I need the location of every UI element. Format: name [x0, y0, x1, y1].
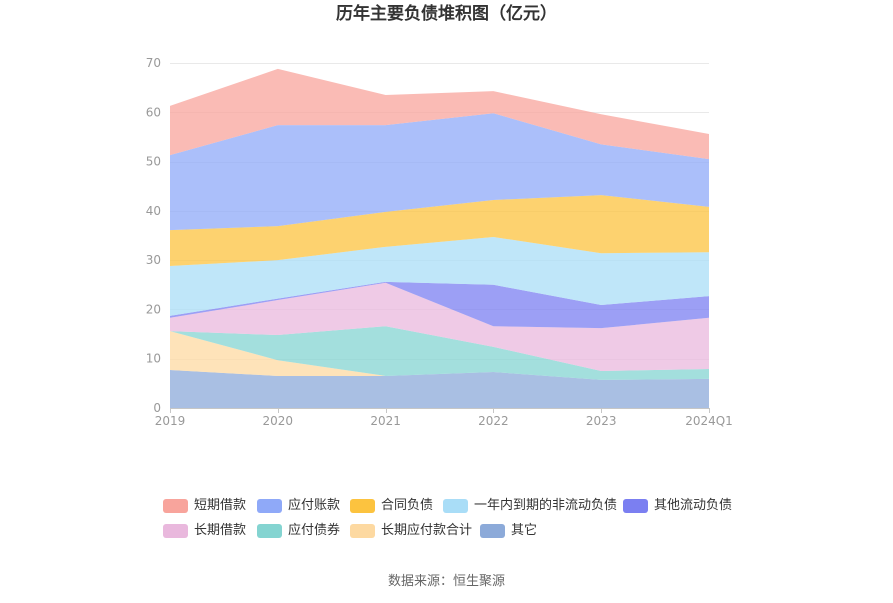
- area-bonds-payable: [170, 326, 709, 380]
- legend-swatch: [480, 524, 505, 538]
- data-source-note: 数据来源：恒生聚源: [387, 574, 505, 589]
- legend-swatch: [257, 499, 282, 513]
- legend-label: 长期借款: [194, 523, 247, 538]
- x-tick-label: 2019: [155, 414, 186, 428]
- legend-swatch: [350, 524, 375, 538]
- legend-item-contract-liabilities[interactable]: 合同负债: [350, 499, 433, 513]
- chart-title: 历年主要负债堆积图（亿元）: [336, 4, 557, 24]
- y-tick-label: 40: [146, 204, 161, 218]
- legend-label: 其它: [511, 523, 538, 538]
- legend-swatch: [623, 499, 648, 513]
- legend-item-other-current-liabilities[interactable]: 其他流动负债: [623, 499, 732, 513]
- area-others: [170, 370, 709, 408]
- legend-label: 合同负债: [381, 498, 434, 513]
- x-tick-label: 2021: [370, 414, 401, 428]
- legend-label: 其他流动负债: [654, 498, 733, 513]
- legend-item-long-term-borrowings[interactable]: 长期借款: [163, 524, 246, 538]
- legend-label: 一年内到期的非流动负债: [474, 498, 618, 513]
- y-tick-label: 20: [146, 302, 161, 316]
- legend-swatch: [163, 499, 188, 513]
- x-axis-labels: 2019 2020 2021 2022 2023 2024Q1: [155, 414, 733, 428]
- x-tick-label: 2022: [478, 414, 509, 428]
- legend-swatch: [350, 499, 375, 513]
- legend-item-short-term-borrowings[interactable]: 短期借款: [163, 499, 246, 513]
- legend-item-bonds-payable[interactable]: 应付债券: [257, 524, 340, 538]
- legend-label: 短期借款: [194, 498, 247, 513]
- y-tick-label: 60: [146, 105, 161, 119]
- area-long-term-borrowings: [170, 282, 709, 372]
- legend-swatch: [163, 524, 188, 538]
- series-areas: [170, 68, 709, 408]
- legend-item-others[interactable]: 其它: [480, 524, 537, 538]
- y-tick-label: 70: [146, 56, 161, 70]
- x-axis-ticks: [170, 408, 710, 413]
- legend-label: 应付账款: [288, 498, 341, 513]
- area-current-portion-noncurrent-liabilities: [170, 236, 709, 316]
- x-tick-label: 2020: [263, 414, 294, 428]
- y-tick-label: 10: [146, 352, 161, 366]
- legend-label: 长期应付款合计: [381, 523, 473, 538]
- legend-item-accounts-payable[interactable]: 应付账款: [257, 499, 340, 513]
- area-short-term-borrowings: [170, 68, 709, 160]
- area-long-term-payables-total: [170, 331, 709, 380]
- area-other-current-liabilities: [170, 281, 709, 329]
- y-tick-label: 0: [153, 401, 161, 415]
- legend-label: 应付债券: [288, 523, 341, 538]
- legend-swatch: [443, 499, 468, 513]
- y-tick-label: 30: [146, 253, 161, 267]
- x-tick-label: 2024Q1: [685, 414, 733, 428]
- y-axis-labels: 0 10 20 30 40 50 60 70: [146, 56, 161, 415]
- area-contract-liabilities: [170, 195, 709, 267]
- legend-item-long-term-payables-total[interactable]: 长期应付款合计: [350, 524, 472, 538]
- y-tick-label: 50: [146, 155, 161, 169]
- area-accounts-payable: [170, 113, 709, 231]
- x-tick-label: 2023: [586, 414, 617, 428]
- legend-swatch: [257, 524, 282, 538]
- legend-item-current-portion-noncurrent-liabilities[interactable]: 一年内到期的非流动负债: [443, 499, 617, 513]
